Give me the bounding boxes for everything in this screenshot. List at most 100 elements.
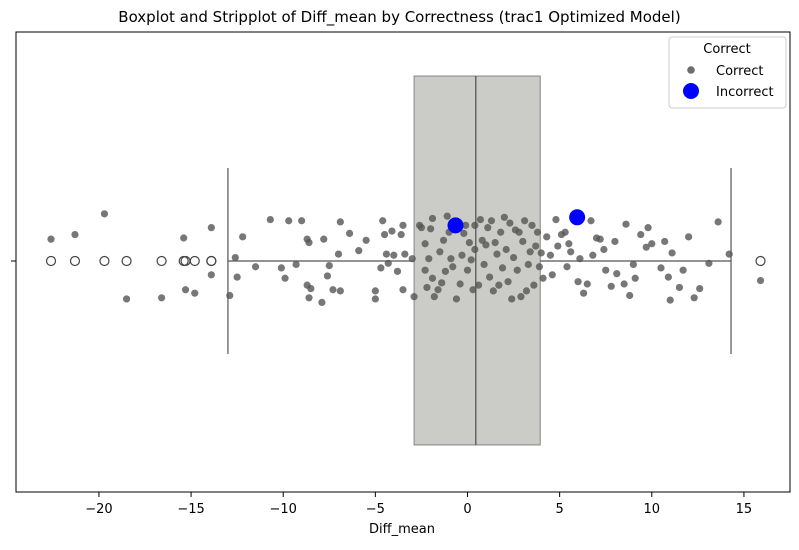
point-correct bbox=[756, 276, 765, 285]
point-correct bbox=[600, 245, 608, 254]
point-correct bbox=[602, 266, 610, 274]
point-correct bbox=[231, 253, 239, 262]
point-correct bbox=[207, 224, 215, 232]
point-correct bbox=[421, 240, 429, 248]
point-correct bbox=[533, 228, 542, 236]
point-correct bbox=[428, 214, 437, 223]
point-correct bbox=[648, 240, 656, 248]
point-correct bbox=[657, 264, 665, 272]
point-correct bbox=[447, 255, 455, 263]
point-correct bbox=[502, 245, 510, 254]
point-correct bbox=[399, 286, 407, 294]
point-correct bbox=[382, 250, 391, 258]
legend-label-correct: Correct bbox=[716, 64, 763, 79]
outlier-marker bbox=[99, 255, 110, 267]
point-correct bbox=[266, 216, 274, 224]
point-correct bbox=[355, 247, 363, 255]
point-correct bbox=[546, 251, 555, 259]
point-correct bbox=[495, 281, 503, 289]
x-tick-label: 10 bbox=[644, 502, 661, 517]
point-correct bbox=[434, 286, 442, 294]
point-correct bbox=[528, 221, 536, 229]
point-correct bbox=[390, 251, 398, 259]
point-correct bbox=[320, 235, 328, 243]
point-correct bbox=[191, 289, 199, 297]
point-correct bbox=[336, 218, 344, 226]
point-correct bbox=[480, 260, 488, 269]
point-correct bbox=[323, 272, 332, 280]
point-correct bbox=[664, 273, 672, 281]
point-correct bbox=[535, 263, 543, 271]
point-correct bbox=[71, 230, 79, 239]
point-correct bbox=[506, 219, 514, 227]
point-correct bbox=[377, 264, 385, 272]
point-correct bbox=[629, 260, 637, 269]
point-correct bbox=[399, 221, 407, 229]
point-correct bbox=[233, 273, 241, 281]
point-correct bbox=[611, 237, 619, 246]
point-correct bbox=[563, 263, 571, 271]
point-correct bbox=[281, 274, 289, 282]
point-correct bbox=[425, 255, 433, 263]
legend-label-incorrect: Incorrect bbox=[716, 85, 774, 100]
point-correct bbox=[465, 239, 473, 247]
legend-marker-incorrect bbox=[683, 83, 699, 99]
point-correct bbox=[318, 298, 326, 306]
point-correct bbox=[428, 274, 437, 282]
point-correct bbox=[329, 286, 337, 294]
point-correct bbox=[489, 287, 497, 295]
x-tick-label: 0 bbox=[463, 502, 471, 517]
point-correct bbox=[427, 225, 435, 233]
point-correct bbox=[517, 293, 525, 301]
outlier-marker bbox=[206, 255, 217, 267]
point-correct bbox=[668, 249, 676, 257]
point-correct bbox=[443, 212, 451, 220]
legend-title: Correct bbox=[703, 42, 750, 57]
point-correct bbox=[596, 235, 604, 243]
point-correct bbox=[325, 262, 333, 270]
point-correct bbox=[567, 248, 575, 256]
point-correct bbox=[463, 266, 472, 274]
point-correct bbox=[613, 270, 621, 278]
point-correct bbox=[456, 280, 464, 288]
point-correct bbox=[441, 267, 449, 275]
x-axis-label: Diff_mean bbox=[369, 522, 435, 537]
point-correct bbox=[47, 235, 55, 243]
point-correct bbox=[251, 263, 260, 271]
point-correct bbox=[491, 239, 499, 247]
outlier-marker bbox=[121, 255, 132, 267]
legend-marker-correct bbox=[687, 66, 695, 74]
point-correct bbox=[679, 266, 687, 274]
point-correct bbox=[532, 242, 540, 250]
point-correct bbox=[157, 294, 166, 302]
point-correct bbox=[498, 264, 507, 272]
point-correct bbox=[207, 271, 215, 279]
point-correct bbox=[122, 295, 131, 303]
point-correct bbox=[436, 248, 444, 256]
point-correct bbox=[305, 294, 313, 302]
point-correct bbox=[714, 218, 722, 226]
point-correct bbox=[449, 263, 457, 271]
point-correct bbox=[417, 224, 426, 232]
point-correct bbox=[384, 259, 392, 267]
point-correct bbox=[644, 224, 652, 232]
point-correct bbox=[439, 236, 448, 244]
legend: Correct Correct Incorrect bbox=[668, 36, 787, 109]
point-correct bbox=[583, 280, 591, 288]
point-correct bbox=[524, 260, 532, 269]
point-correct bbox=[100, 210, 109, 218]
point-correct bbox=[696, 285, 704, 293]
point-correct bbox=[458, 251, 466, 259]
point-correct bbox=[487, 217, 496, 225]
point-correct bbox=[554, 242, 562, 250]
point-correct bbox=[620, 280, 628, 288]
point-correct bbox=[622, 220, 630, 228]
point-correct bbox=[513, 266, 521, 274]
point-correct bbox=[307, 285, 315, 293]
outlier-marker bbox=[156, 255, 167, 267]
x-tick-label: 15 bbox=[736, 502, 753, 517]
point-correct bbox=[705, 259, 713, 267]
point-correct bbox=[277, 264, 285, 272]
point-correct bbox=[474, 281, 483, 289]
